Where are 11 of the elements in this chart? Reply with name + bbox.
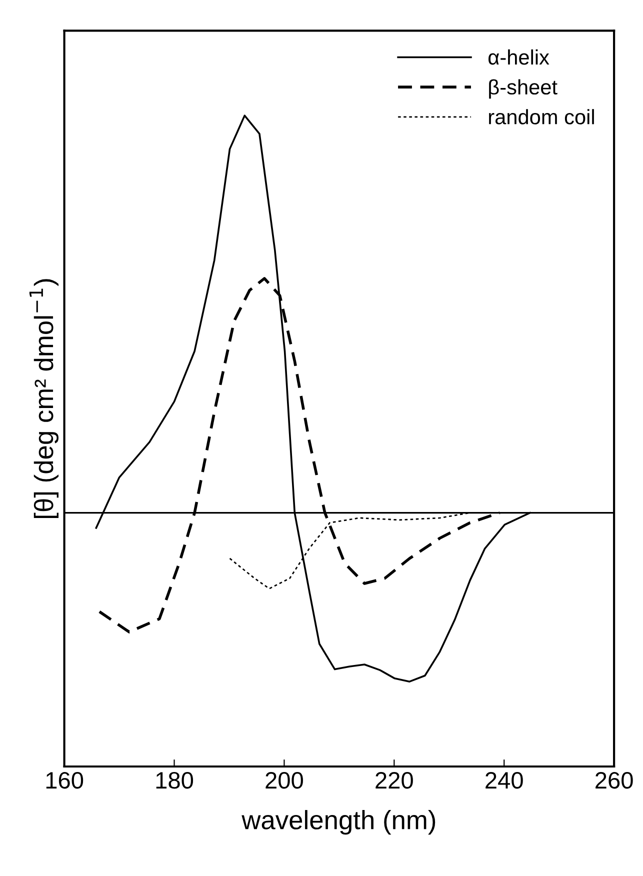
x-tick-label: 260 — [596, 772, 633, 789]
x-tick-label: 240 — [486, 772, 523, 789]
x-tick-label: 200 — [266, 772, 303, 789]
x-axis-title: wavelength (nm) — [242, 810, 436, 835]
y-axis-title: [θ] (deg cm² dmol$^{−1}$) — [29, 279, 58, 518]
legend-label: α-helix — [488, 49, 550, 65]
x-tick-label: 160 — [46, 772, 84, 789]
x-tick-label: 180 — [156, 772, 194, 789]
legend-label: random coil — [489, 109, 594, 124]
legend-label: β-sheet — [489, 79, 558, 99]
x-tick-label: 220 — [376, 772, 413, 789]
